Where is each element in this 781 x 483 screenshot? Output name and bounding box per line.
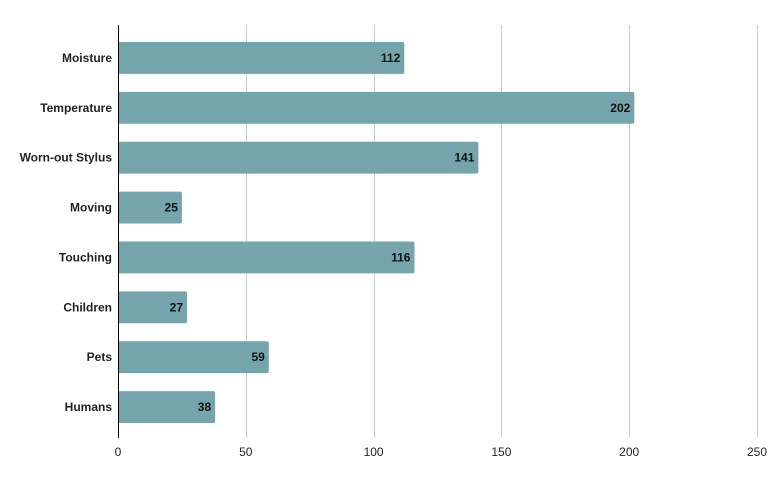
category-label: Worn-out Stylus (20, 151, 113, 165)
gridlines (246, 25, 758, 438)
x-tick-label: 150 (491, 445, 511, 459)
x-tick-label: 200 (619, 445, 639, 459)
bar-moisture (118, 41, 405, 74)
category-label: Touching (59, 250, 112, 264)
value-label: 27 (170, 300, 184, 314)
x-tick-label: 50 (239, 445, 253, 459)
value-label: 112 (381, 51, 401, 65)
category-label: Moisture (62, 51, 112, 65)
bar-temperature (118, 91, 635, 124)
x-tick-label: 250 (747, 445, 767, 459)
value-label: 38 (198, 400, 212, 414)
bar-humans (118, 391, 216, 424)
category-label: Children (63, 300, 112, 314)
labels: 0 50 100 150 200 250 Moisture 112 Temperature 202… (20, 51, 768, 459)
bar-children (118, 291, 188, 324)
value-label: 202 (610, 101, 630, 115)
value-label: 116 (391, 250, 411, 264)
bars (118, 41, 635, 424)
bar-touching (118, 241, 415, 274)
value-label: 59 (251, 350, 265, 364)
value-label: 141 (454, 151, 474, 165)
category-label: Humans (65, 400, 113, 414)
bar-moving (118, 191, 182, 224)
bar-pets (118, 341, 269, 374)
category-label: Pets (87, 350, 113, 364)
value-label: 25 (165, 201, 179, 215)
x-tick-label: 0 (115, 445, 122, 459)
bar-worn-out-stylus (118, 141, 479, 174)
category-label: Temperature (40, 101, 112, 115)
category-label: Moving (70, 201, 112, 215)
x-tick-label: 100 (364, 445, 384, 459)
